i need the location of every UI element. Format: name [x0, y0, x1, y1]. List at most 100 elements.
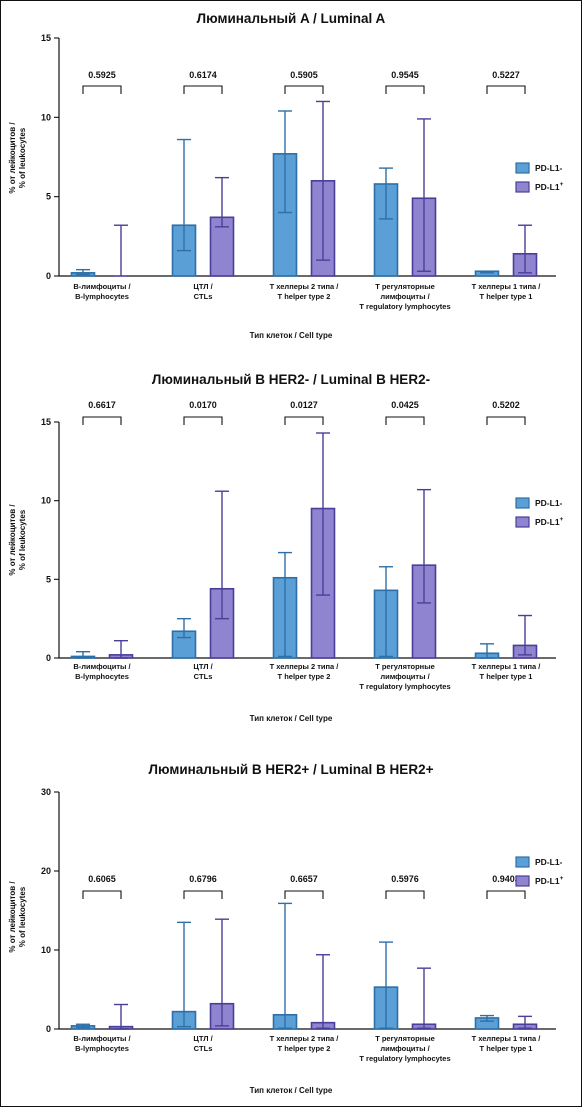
y-axis-label-line: % of leukocytes [18, 127, 27, 188]
category-label: B-lymphocytes [75, 672, 129, 681]
legend-label-pdl1-neg: PD-L1- [535, 857, 563, 867]
p-value-label: 0.9545 [391, 70, 419, 80]
category-label: T регуляторные [375, 1034, 435, 1043]
category-label: T хелперы 1 типа / [472, 1034, 542, 1043]
y-axis-label: % от лейкоцитов /% of leukocytes [8, 504, 27, 576]
category-label: T хелперы 2 типа / [270, 282, 340, 291]
x-axis-label: Тип клеток / Cell type [250, 1086, 333, 1095]
legend-label-pdl1-pos-sup: + [560, 181, 564, 188]
legend-label-pdl1-pos-text: PD-L1 [535, 517, 560, 527]
p-value-label: 0.6617 [88, 400, 116, 410]
category-label: T хелперы 2 типа / [270, 1034, 340, 1043]
legend-swatch-pdl1-neg [515, 856, 530, 868]
chart-title: Люминальный B HER2- / Luminal B HER2- [152, 372, 430, 387]
legend-swatch-pdl1-pos [515, 516, 530, 528]
category-label: T helper type 2 [278, 672, 331, 681]
y-axis-label: % от лейкоцитов /% of leukocytes [8, 881, 27, 953]
y-axis-label-line: % of leukocytes [18, 509, 27, 570]
x-axis-label: Тип клеток / Cell type [250, 331, 333, 340]
category-label: T хелперы 2 типа / [270, 662, 340, 671]
category-label: ЦТЛ / [193, 662, 213, 671]
category-label: T хелперы 1 типа / [472, 662, 542, 671]
legend-label-pdl1-neg: PD-L1- [535, 163, 563, 173]
category-label: T регуляторные [375, 662, 435, 671]
legend-label-pdl1-pos-text: PD-L1 [535, 182, 560, 192]
category-label: CTLs [194, 292, 213, 301]
significance-bracket [486, 85, 526, 94]
category-label: B-лимфоциты / [73, 282, 131, 291]
chart-title: Люминальный A / Luminal A [197, 11, 386, 26]
category-label: T regulatory lymphocytes [359, 1054, 450, 1063]
p-value-label: 0.6174 [189, 70, 217, 80]
category-label: T helper type 1 [480, 672, 533, 681]
y-tick-label: 15 [41, 33, 51, 43]
p-value-label: 0.6796 [189, 874, 217, 884]
significance-bracket [486, 416, 526, 425]
category-label: B-lymphocytes [75, 292, 129, 301]
significance-bracket [486, 890, 526, 899]
legend-label-pdl1-pos-sup: + [560, 516, 564, 523]
legend-label-pdl1-pos: PD-L1+ [535, 181, 564, 192]
category-label: лимфоциты / [380, 1044, 430, 1053]
legend-label-pdl1-pos-text: PD-L1 [535, 876, 560, 886]
category-label: T regulatory lymphocytes [359, 682, 450, 691]
y-tick-label: 5 [46, 192, 51, 202]
category-label: B-лимфоциты / [73, 662, 131, 671]
category-label: лимфоциты / [380, 292, 430, 301]
legend-label-pdl1-neg: PD-L1- [535, 498, 563, 508]
category-label: T хелперы 1 типа / [472, 282, 542, 291]
significance-bracket [82, 85, 122, 94]
legend: PD-L1- PD-L1+ [515, 162, 564, 193]
chart-title: Люминальный B HER2+ / Luminal B HER2+ [149, 762, 434, 777]
chart-panel-2: Люминальный B HER2- / Luminal B HER2- 0 5 1… [8, 372, 564, 723]
legend-swatch-pdl1-neg [515, 497, 530, 509]
significance-bracket [284, 416, 324, 425]
category-label: B-лимфоциты / [73, 1034, 131, 1043]
p-value-label: 0.5905 [290, 70, 318, 80]
y-tick-label: 5 [46, 574, 51, 584]
significance-bracket [183, 416, 223, 425]
significance-bracket [183, 85, 223, 94]
category-label: T helper type 2 [278, 1044, 331, 1053]
y-axis-label-line: % of leukocytes [18, 886, 27, 947]
significance-bracket [284, 890, 324, 899]
y-tick-label: 0 [46, 653, 51, 663]
p-value-label: 0.5976 [391, 874, 419, 884]
y-axis-label-line: % от лейкоцитов / [8, 504, 17, 576]
p-value-label: 0.9403 [492, 874, 520, 884]
y-tick-label: 15 [41, 417, 51, 427]
p-value-label: 0.5202 [492, 400, 520, 410]
significance-bracket [385, 85, 425, 94]
chart-panel-1: Люминальный A / Luminal A 0 5 10 15 % от лейк… [8, 11, 564, 340]
category-label: лимфоциты / [380, 672, 430, 681]
legend-swatch-pdl1-neg [515, 162, 530, 174]
p-value-label: 0.0425 [391, 400, 419, 410]
p-value-label: 0.6657 [290, 874, 318, 884]
significance-bracket [385, 890, 425, 899]
significance-bracket [82, 416, 122, 425]
p-value-label: 0.5227 [492, 70, 520, 80]
significance-bracket [82, 890, 122, 899]
y-axis-label: % от лейкоцитов /% of leukocytes [8, 122, 27, 194]
category-label: T helper type 1 [480, 1044, 533, 1053]
y-tick-label: 0 [46, 1024, 51, 1034]
category-label: CTLs [194, 672, 213, 681]
y-tick-label: 10 [41, 945, 51, 955]
p-value-label: 0.5925 [88, 70, 116, 80]
category-label: CTLs [194, 1044, 213, 1053]
significance-bracket [385, 416, 425, 425]
legend: PD-L1- PD-L1+ [515, 856, 564, 887]
chart-panel-3: Люминальный B HER2+ / Luminal B HER2+ 0 10… [8, 762, 564, 1095]
legend: PD-L1- PD-L1+ [515, 497, 564, 528]
legend-swatch-pdl1-pos [515, 181, 530, 193]
legend-swatch-pdl1-pos [515, 875, 530, 887]
y-tick-label: 10 [41, 496, 51, 506]
category-label: T регуляторные [375, 282, 435, 291]
p-value-label: 0.0127 [290, 400, 318, 410]
y-axis-label-line: % от лейкоцитов / [8, 881, 17, 953]
y-axis-label-line: % от лейкоцитов / [8, 122, 17, 194]
legend-label-pdl1-pos: PD-L1+ [535, 516, 564, 527]
y-tick-label: 20 [41, 866, 51, 876]
x-axis-label: Тип клеток / Cell type [250, 714, 333, 723]
